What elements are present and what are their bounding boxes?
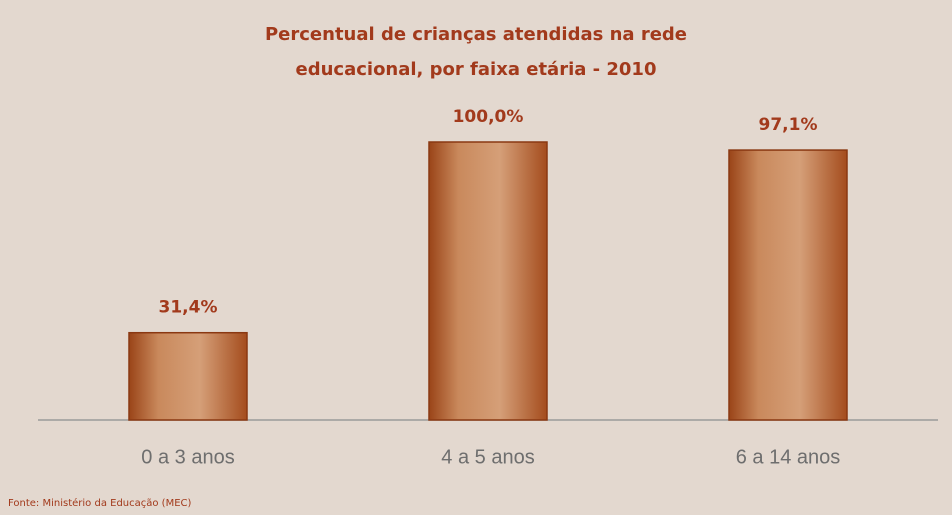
x-tick-label: 0 a 3 anos [141,446,234,468]
data-label: 100,0% [453,107,524,127]
bar [428,141,548,421]
bar [728,149,848,421]
source-note: Fonte: Ministério da Educação (MEC) [8,497,192,509]
bar [128,331,248,421]
chart-title: Percentual de crianças atendidas na rede [265,24,687,45]
chart-title: educacional, por faixa etária - 2010 [296,59,657,80]
data-label: 31,4% [159,298,218,318]
x-tick-label: 6 a 14 anos [736,446,841,468]
data-label: 97,1% [759,115,818,135]
x-tick-label: 4 a 5 anos [441,446,534,468]
